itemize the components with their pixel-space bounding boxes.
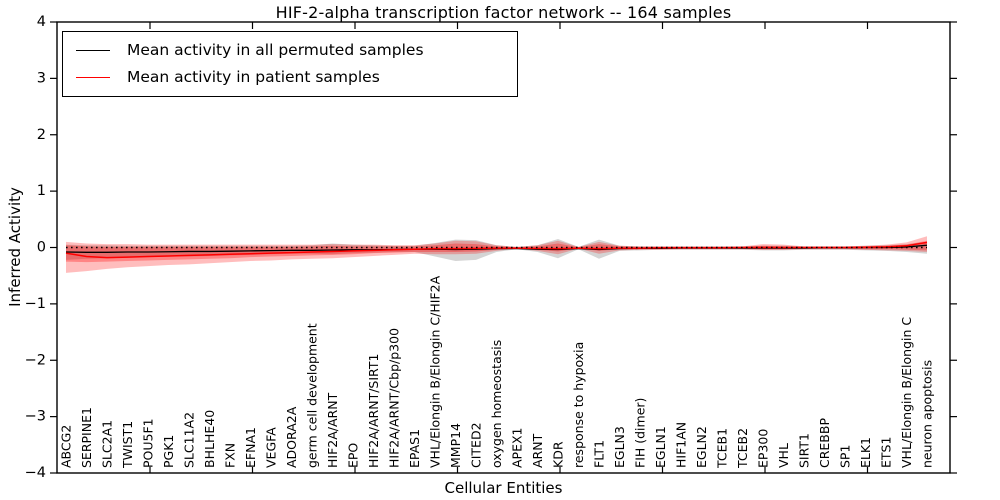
- x-tick-label: KDR: [551, 441, 566, 468]
- x-tick-label: ETS1: [879, 437, 894, 468]
- x-tick-label: SLC11A2: [182, 412, 197, 468]
- y-tick-label: 1: [37, 183, 46, 199]
- y-tick-label: 3: [37, 70, 46, 86]
- legend-label-permuted: Mean activity in all permuted samples: [127, 41, 424, 59]
- y-tick-label: 4: [37, 14, 46, 30]
- x-tick-label: APEX1: [510, 427, 525, 468]
- band-permuted-envelope: [66, 239, 927, 262]
- x-tick-label: EPO: [346, 443, 361, 468]
- x-tick-label: MMP14: [448, 423, 463, 468]
- x-tick-label: CITED2: [469, 422, 484, 468]
- x-tick-label: VHL/Elongin B/Elongin C: [899, 317, 914, 468]
- x-tick-label: EFNA1: [243, 427, 258, 468]
- y-tick-label: −1: [25, 296, 46, 312]
- x-tick-label: ELK1: [858, 437, 873, 468]
- y-tick-label: 0: [37, 240, 46, 256]
- x-tick-label: neuron apoptosis: [920, 360, 935, 468]
- legend-item-permuted: Mean activity in all permuted samples: [63, 41, 517, 59]
- x-tick-label: SP1: [838, 445, 853, 468]
- x-tick-label: ADORA2A: [284, 406, 299, 468]
- x-tick-label: HIF1AN: [674, 422, 689, 468]
- x-tick-label: VHL: [776, 443, 791, 468]
- x-ticks: [149, 22, 869, 473]
- y-ticks: 4 3 2 1 0 −1 −2 −3 −4: [25, 14, 957, 481]
- x-tick-label: HIF2A/ARNT/SIRT1: [366, 354, 381, 468]
- x-tick-label: EGLN1: [653, 426, 668, 468]
- x-tick-label: FIH (dimer): [633, 398, 648, 468]
- y-tick-label: −3: [25, 409, 46, 425]
- x-tick-label: germ cell development: [305, 323, 320, 468]
- x-tick-label: TCEB2: [735, 428, 750, 469]
- x-tick-label: POU5F1: [141, 418, 156, 468]
- x-tick-label: TCEB1: [715, 428, 730, 469]
- x-tick-label: ARNT: [530, 433, 545, 468]
- legend-line-sample-permuted: [76, 50, 110, 52]
- x-tick-label: TWIST1: [120, 421, 135, 469]
- legend-item-patient: Mean activity in patient samples: [63, 67, 517, 86]
- y-tick-label: −4: [25, 465, 46, 481]
- x-tick-label: EGLN2: [694, 426, 709, 468]
- x-category-labels: ABCG2 SERPINE1 SLC2A1 TWIST1 POU5F1 PGK1 SLC11…: [59, 275, 935, 469]
- y-tick-label: −2: [25, 352, 46, 368]
- x-tick-label: VHL/Elongin B/Elongin C/HIF2A: [428, 275, 443, 468]
- legend-label-patient: Mean activity in patient samples: [127, 67, 380, 86]
- x-tick-label: BHLHE40: [202, 410, 217, 468]
- band-patient-envelope-outer: [66, 236, 927, 273]
- x-axis-label: Cellular Entities: [444, 479, 563, 497]
- x-tick-label: CREBBP: [817, 418, 832, 468]
- x-tick-label: SERPINE1: [79, 407, 94, 468]
- x-tick-label: PGK1: [161, 435, 176, 468]
- x-tick-label: ABCG2: [59, 425, 74, 468]
- x-tick-label: FXN: [223, 443, 238, 468]
- x-tick-label: oxygen homeostasis: [489, 340, 504, 468]
- y-tick-label: 2: [37, 127, 46, 143]
- y-axis-label: Inferred Activity: [6, 187, 24, 307]
- x-tick-label: FLT1: [592, 440, 607, 468]
- x-tick-label: response to hypoxia: [571, 342, 586, 468]
- x-tick-label: HIF2A/ARNT/Cbp/p300: [387, 328, 402, 468]
- legend: Mean activity in all permuted samples Me…: [62, 31, 518, 97]
- x-tick-label: SIRT1: [797, 433, 812, 468]
- x-tick-label: EPAS1: [407, 429, 422, 468]
- chart-title: HIF-2-alpha transcription factor network…: [275, 3, 732, 22]
- legend-line-sample-patient: [76, 76, 110, 78]
- x-tick-label: SLC2A1: [100, 420, 115, 468]
- x-tick-label: EP300: [756, 429, 771, 468]
- x-tick-label: EGLN3: [612, 426, 627, 468]
- x-tick-label: VEGFA: [264, 427, 279, 468]
- x-tick-label: HIF2A/ARNT: [325, 392, 340, 468]
